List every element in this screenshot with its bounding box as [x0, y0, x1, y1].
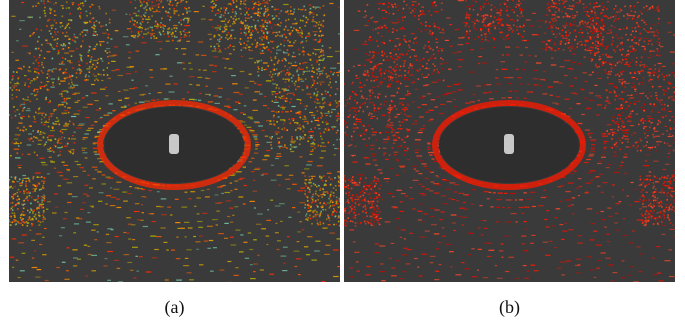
lidar-point-cloud-a — [9, 0, 340, 282]
vehicle-icon — [504, 134, 514, 154]
caption-b: (b) — [499, 297, 520, 317]
lidar-scan-panel-b — [344, 0, 675, 282]
lidar-scan-panel-a — [9, 0, 340, 282]
lidar-point-cloud-b — [344, 0, 675, 282]
vehicle-icon — [169, 134, 179, 154]
caption-a: (a) — [164, 297, 185, 317]
